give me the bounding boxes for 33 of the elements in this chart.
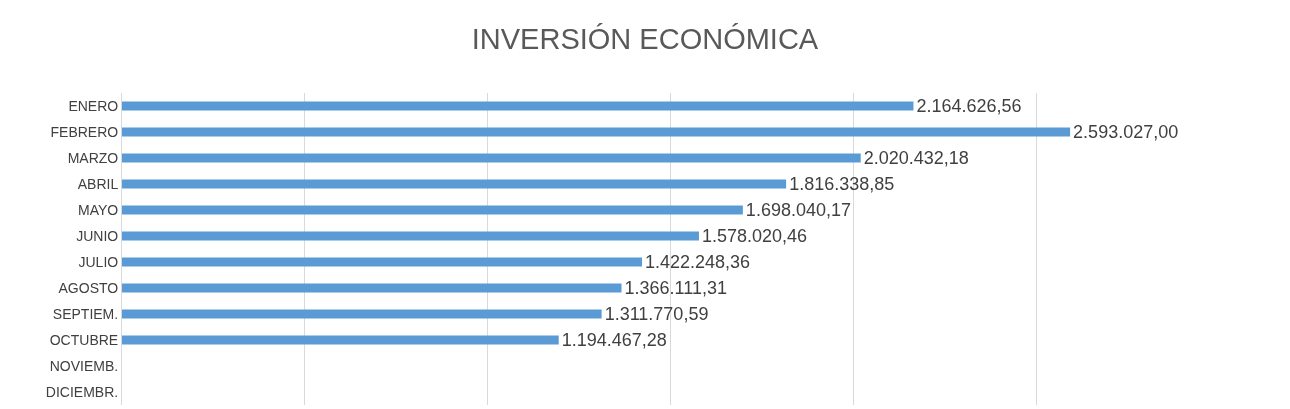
y-tick-label: AGOSTO [58, 279, 119, 296]
data-label: 2.020.432,18 [863, 148, 969, 168]
bar [122, 283, 622, 293]
data-label: 2.593.027,00 [1073, 122, 1179, 142]
bar [122, 127, 1071, 137]
y-tick-label: MAYO [78, 201, 119, 218]
data-label: 1.366.111,31 [624, 278, 727, 298]
chart-title: INVERSIÓN ECONÓMICA [471, 22, 819, 55]
bar [122, 335, 559, 345]
bar [122, 309, 602, 319]
bar [122, 205, 743, 215]
y-tick-label: JUNIO [76, 227, 119, 244]
y-tick-label: MARZO [67, 149, 119, 166]
y-tick-label: SEPTIEM. [52, 305, 119, 322]
data-label: 1.816.338,85 [789, 174, 895, 194]
data-label: 1.422.248,36 [645, 252, 751, 272]
data-label: 1.311.770,59 [604, 304, 709, 324]
data-label: 1.578.020,46 [701, 226, 808, 246]
y-tick-label: ENERO [68, 97, 119, 114]
data-label: 1.698.040,17 [745, 200, 851, 220]
y-tick-label: OCTUBRE [49, 331, 119, 348]
y-tick-label: DICIEMBR. [45, 383, 119, 400]
bar [122, 257, 643, 267]
y-tick-label: ABRIL [77, 175, 119, 192]
y-tick-label: FEBRERO [50, 123, 119, 140]
bar [122, 153, 861, 163]
bar [122, 179, 787, 189]
bar [122, 231, 699, 241]
y-tick-label: NOVIEMB. [49, 357, 119, 374]
y-tick-label: JULIO [78, 253, 119, 270]
data-label: 2.164.626,56 [916, 96, 1022, 116]
data-label: 1.194.467,28 [561, 330, 667, 350]
bar [122, 101, 914, 111]
